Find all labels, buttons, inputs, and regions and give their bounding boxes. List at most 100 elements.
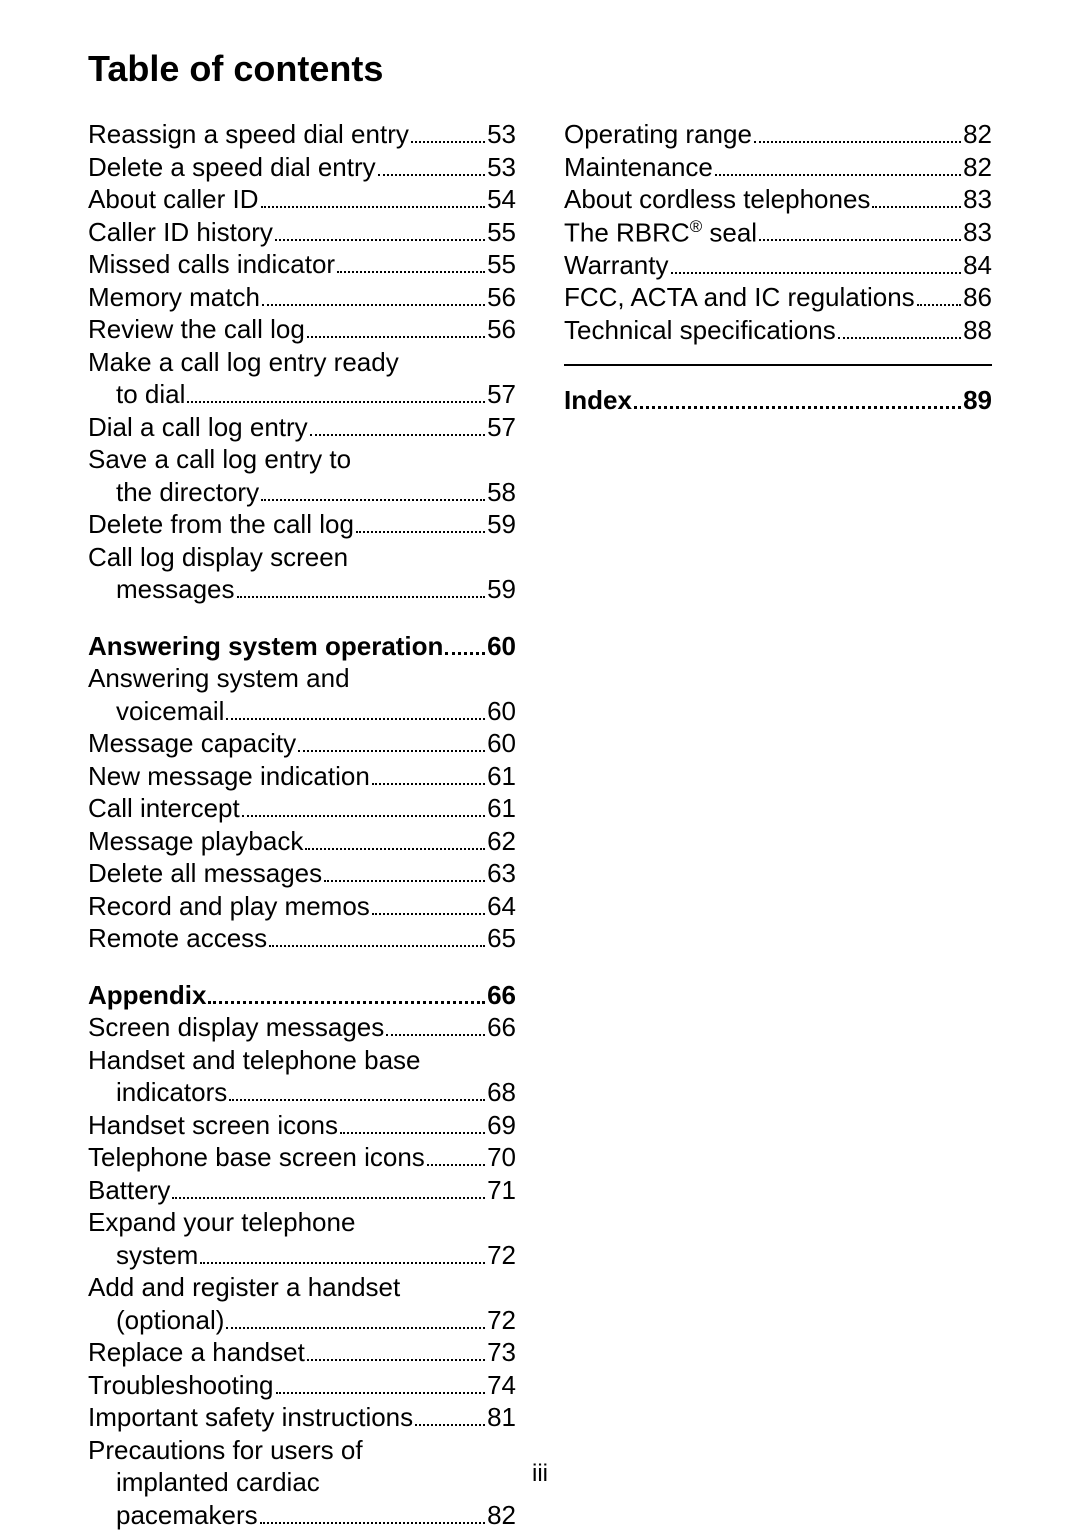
toc-dots [356, 517, 485, 533]
toc-entry: Reassign a speed dial entry 53 [88, 118, 516, 151]
toc-entry-page: 55 [487, 248, 516, 281]
toc-entry: Answering system operation60 [88, 630, 516, 663]
toc-entry-page: 81 [487, 1401, 516, 1434]
toc-dots [872, 192, 961, 208]
toc-entry: Missed calls indicator 55 [88, 248, 516, 281]
toc-entry-label: Battery [88, 1174, 170, 1207]
toc-entry-continuation: Save a call log entry to [88, 443, 516, 476]
toc-entry-label: Missed calls indicator [88, 248, 335, 281]
toc-entry-label: Reassign a speed dial entry [88, 118, 409, 151]
toc-entry-page: 56 [487, 313, 516, 346]
toc-entry-page: 53 [487, 151, 516, 184]
toc-entry: Memory match 56 [88, 281, 516, 314]
toc-entry-page: 53 [487, 118, 516, 151]
toc-dots [378, 160, 485, 176]
toc-entry-label: Maintenance [564, 151, 713, 184]
toc-entry-label: Remote access [88, 922, 267, 955]
toc-dots [759, 226, 961, 242]
toc-entry: The RBRC® seal83 [564, 216, 992, 249]
toc-entry-label: voicemail [116, 695, 224, 728]
toc-entry: Troubleshooting74 [88, 1369, 516, 1402]
toc-entry-page: 83 [963, 216, 992, 249]
toc-dots [260, 1508, 485, 1524]
toc-entry-page: 62 [487, 825, 516, 858]
toc-entry-page: 72 [487, 1304, 516, 1337]
toc-right-column: Operating range82Maintenance82About cord… [564, 118, 992, 1531]
toc-entry-page: 82 [963, 151, 992, 184]
toc-entry-page: 57 [487, 411, 516, 444]
toc-entry: Appendix66 [88, 979, 516, 1012]
toc-entry-label: Index [564, 384, 632, 417]
toc-entry-page: 61 [487, 792, 516, 825]
toc-entry: (optional)72 [88, 1304, 516, 1337]
toc-entry: Message playback 62 [88, 825, 516, 858]
toc-entry: Call intercept 61 [88, 792, 516, 825]
toc-entry-label: Troubleshooting [88, 1369, 274, 1402]
toc-entry: to dial 57 [88, 378, 516, 411]
toc-entry: Telephone base screen icons70 [88, 1141, 516, 1174]
toc-entry-label: Message capacity [88, 727, 296, 760]
toc-entry: Message capacity60 [88, 727, 516, 760]
toc-entry-label: to dial [116, 378, 185, 411]
toc-entry-label: Technical specifications [564, 314, 836, 347]
toc-entry-label: Telephone base screen icons [88, 1141, 425, 1174]
toc-entry-label: Appendix [88, 979, 206, 1012]
toc-left-column: Reassign a speed dial entry 53Delete a sp… [88, 118, 516, 1531]
toc-entry-continuation: Make a call log entry ready [88, 346, 516, 379]
toc-dots [269, 931, 485, 947]
toc-dots [208, 988, 485, 1004]
toc-entry-label: indicators [116, 1076, 227, 1109]
toc-entry-label: Delete from the call log [88, 508, 354, 541]
toc-entry: Replace a handset73 [88, 1336, 516, 1369]
toc-dots [172, 1183, 485, 1199]
toc-entry-page: 86 [963, 281, 992, 314]
toc-entry: Handset screen icons69 [88, 1109, 516, 1142]
toc-entry-page: 89 [963, 384, 992, 417]
toc-entry-page: 58 [487, 476, 516, 509]
toc-dots [445, 639, 485, 655]
toc-dots [242, 801, 485, 817]
toc-entry-page: 56 [487, 281, 516, 314]
toc-entry: Delete a speed dial entry53 [88, 151, 516, 184]
toc-entry-label: Screen display messages [88, 1011, 384, 1044]
toc-entry-label: Review the call log [88, 313, 305, 346]
toc-entry-page: 82 [963, 118, 992, 151]
toc-entry-page: 65 [487, 922, 516, 955]
toc-dots [634, 394, 961, 410]
toc-entry-page: 57 [487, 378, 516, 411]
toc-entry-page: 55 [487, 216, 516, 249]
toc-dots [261, 192, 486, 208]
toc-entry: messages59 [88, 573, 516, 606]
toc-entry: Important safety instructions 81 [88, 1401, 516, 1434]
toc-entry-page: 54 [487, 183, 516, 216]
toc-entry: Review the call log 56 [88, 313, 516, 346]
toc-entry: Delete from the call log59 [88, 508, 516, 541]
toc-dots [229, 1085, 485, 1101]
toc-dots [337, 257, 485, 273]
toc-dots [340, 1118, 485, 1134]
toc-entry-label: Record and play memos [88, 890, 370, 923]
toc-entry-label: Message playback [88, 825, 303, 858]
toc-entry-label: About cordless telephones [564, 183, 870, 216]
toc-entry-page: 63 [487, 857, 516, 890]
toc-dots [838, 323, 961, 339]
section-gap [88, 606, 516, 630]
toc-entry-page: 61 [487, 760, 516, 793]
toc-entry: Remote access 65 [88, 922, 516, 955]
toc-dots [200, 1248, 485, 1264]
toc-entry-label: Handset screen icons [88, 1109, 338, 1142]
toc-dots [386, 1020, 485, 1036]
toc-entry-page: 88 [963, 314, 992, 347]
toc-entry: Dial a call log entry57 [88, 411, 516, 444]
toc-entry-label: Call intercept [88, 792, 240, 825]
toc-dots [372, 899, 485, 915]
toc-entry-continuation: Call log display screen [88, 541, 516, 574]
toc-dots [671, 258, 962, 274]
toc-entry-label: pacemakers [116, 1499, 258, 1531]
toc-entry-page: 82 [487, 1499, 516, 1531]
toc-entry-page: 60 [487, 630, 516, 663]
toc-entry: About cordless telephones83 [564, 183, 992, 216]
toc-entry-label: Delete all messages [88, 857, 322, 890]
toc-entry-label: Important safety instructions [88, 1401, 413, 1434]
toc-entry-label: Memory match [88, 281, 260, 314]
